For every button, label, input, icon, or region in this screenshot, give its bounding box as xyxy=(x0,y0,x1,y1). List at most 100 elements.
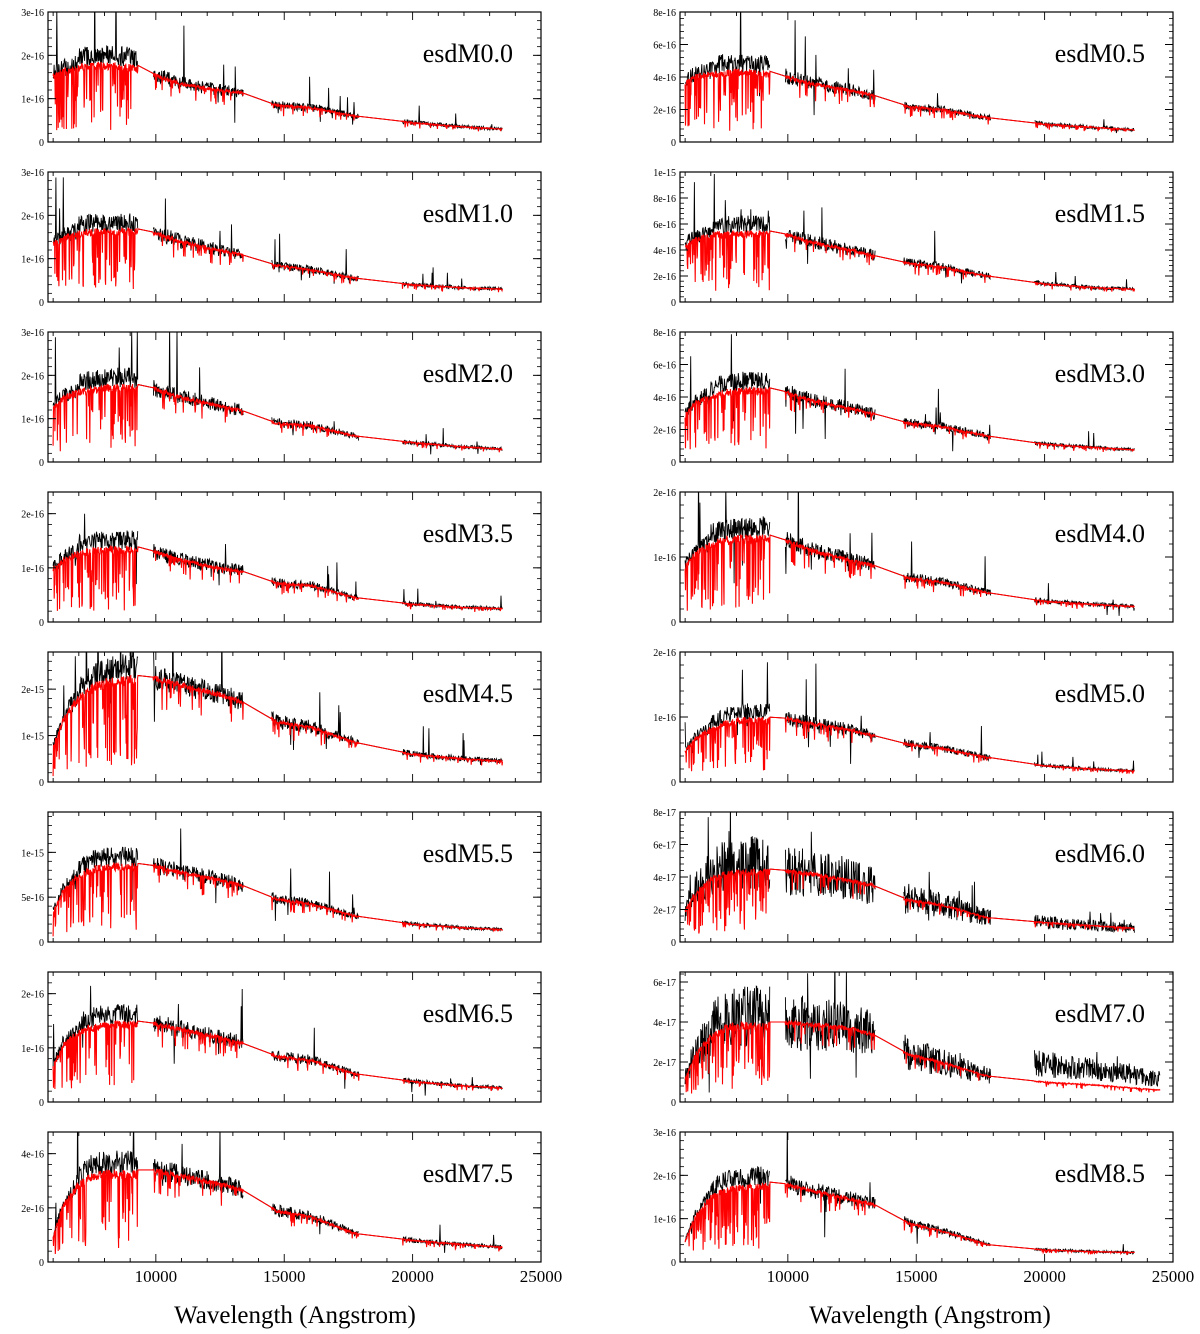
model-spectrum xyxy=(52,383,503,453)
y-tick-label: 0 xyxy=(671,938,676,949)
y-tick-label: 3e-16 xyxy=(653,1128,676,1139)
panel-label: esdM4.0 xyxy=(1055,519,1145,548)
model-spectrum xyxy=(52,674,504,777)
panel-esdM4.0: 0 1e-16 2e-16 esdM4.0 xyxy=(653,488,1174,629)
y-tick-label: 2e-16 xyxy=(653,648,676,659)
y-tick-label: 2e-16 xyxy=(21,990,44,1001)
y-tick-label: 2e-15 xyxy=(21,685,44,696)
panel-frame xyxy=(47,11,542,143)
x-tick-label: 15000 xyxy=(263,1267,306,1286)
y-tick-label: 0 xyxy=(671,138,676,149)
model-spectrum xyxy=(684,715,1135,775)
plot-area xyxy=(52,828,503,937)
model-spectrum xyxy=(52,861,503,937)
y-tick-label: 0 xyxy=(39,778,44,789)
panel-label: esdM3.0 xyxy=(1055,359,1145,388)
observed-spectrum xyxy=(52,332,503,455)
y-tick-label: 1e-16 xyxy=(653,713,676,724)
y-tick-label: 2e-16 xyxy=(653,106,676,117)
y-tick-label: 1e-15 xyxy=(21,732,44,743)
model-spectrum xyxy=(52,545,503,612)
model-spectrum xyxy=(52,61,503,132)
panel-label: esdM4.5 xyxy=(423,679,513,708)
panel-esdM5.5: 0 5e-16 1e-15 esdM5.5 xyxy=(21,811,542,949)
panel-esdM8.5: 0 1e-16 2e-16 3e-16 10000 15000 20000 25000 esdM… xyxy=(653,1128,1195,1286)
plot-area xyxy=(684,812,1135,934)
y-tick-label: 1e-16 xyxy=(653,553,676,564)
panel-label: esdM6.5 xyxy=(423,999,513,1028)
plot-area xyxy=(684,1132,1135,1256)
plot-area xyxy=(684,334,1135,453)
y-tick-label: 3e-16 xyxy=(21,328,44,339)
panel-esdM0.5: 0 2e-16 4e-16 6e-16 8e-16 esdM0.5 xyxy=(653,8,1174,149)
model-spectrum xyxy=(684,533,1135,611)
y-tick-label: 2e-16 xyxy=(21,510,44,521)
model-spectrum xyxy=(52,1019,503,1092)
plot-area xyxy=(52,12,503,132)
plot-area xyxy=(52,513,503,612)
plot-area xyxy=(52,652,504,777)
y-tick-label: 0 xyxy=(39,1098,44,1109)
panel-esdM4.5: 0 1e-15 2e-15 esdM4.5 xyxy=(21,651,542,789)
y-tick-label: 6e-17 xyxy=(653,978,676,989)
model-spectrum xyxy=(684,868,1135,934)
y-tick-label: 0 xyxy=(39,938,44,949)
y-tick-label: 4e-16 xyxy=(653,73,676,84)
panel-frame xyxy=(47,811,542,943)
y-tick-label: 1e-15 xyxy=(653,168,676,179)
y-tick-label: 0 xyxy=(671,1258,676,1269)
model-spectrum xyxy=(684,67,1135,133)
panel-label: esdM1.0 xyxy=(423,199,513,228)
y-tick-label: 4e-16 xyxy=(653,393,676,404)
y-tick-label: 0 xyxy=(671,1098,676,1109)
y-tick-label: 4e-16 xyxy=(21,1150,44,1161)
y-tick-label: 2e-16 xyxy=(21,211,44,222)
y-tick-label: 0 xyxy=(39,298,44,309)
model-spectrum xyxy=(684,229,1136,293)
y-tick-label: 1e-16 xyxy=(21,95,44,106)
panel-label: esdM7.5 xyxy=(423,1159,513,1188)
panel-frame xyxy=(679,971,1174,1103)
y-tick-label: 8e-17 xyxy=(653,808,676,819)
x-axis-label-left: Wavelength (Angstrom) xyxy=(174,1302,416,1329)
y-tick-label: 4e-16 xyxy=(653,246,676,257)
model-spectrum xyxy=(684,386,1135,453)
y-tick-label: 1e-16 xyxy=(21,415,44,426)
panel-esdM6.5: 0 1e-16 2e-16 esdM6.5 xyxy=(21,971,542,1109)
plot-area xyxy=(52,177,504,293)
plot-area xyxy=(684,662,1135,775)
panel-label: esdM3.5 xyxy=(423,519,513,548)
y-tick-label: 0 xyxy=(39,618,44,629)
y-tick-label: 0 xyxy=(39,138,44,149)
panel-esdM7.0: 0 2e-17 4e-17 6e-17 esdM7.0 xyxy=(653,971,1174,1109)
y-tick-label: 2e-17 xyxy=(653,906,676,917)
x-tick-label: 20000 xyxy=(391,1267,434,1286)
panel-label: esdM8.5 xyxy=(1055,1159,1145,1188)
y-tick-label: 6e-16 xyxy=(653,220,676,231)
y-tick-label: 0 xyxy=(671,458,676,469)
y-tick-label: 8e-16 xyxy=(653,8,676,19)
y-tick-label: 6e-16 xyxy=(653,41,676,52)
panel-esdM3.0: 0 2e-16 4e-16 6e-16 8e-16 esdM3.0 xyxy=(653,328,1174,469)
panel-label: esdM7.0 xyxy=(1055,999,1145,1028)
y-tick-label: 4e-17 xyxy=(653,1018,676,1029)
x-tick-label: 25000 xyxy=(520,1267,563,1286)
panel-label: esdM1.5 xyxy=(1055,199,1145,228)
panel-esdM1.0: 0 1e-16 2e-16 3e-16 esdM1.0 xyxy=(21,168,542,309)
panel-label: esdM0.0 xyxy=(423,39,513,68)
plot-area xyxy=(684,173,1136,293)
y-tick-label: 2e-16 xyxy=(653,1171,676,1182)
y-tick-label: 2e-16 xyxy=(21,371,44,382)
panel-frame xyxy=(679,1131,1174,1263)
panel-esdM6.0: 0 2e-17 4e-17 6e-17 8e-17 esdM6.0 xyxy=(653,808,1174,949)
panel-label: esdM2.0 xyxy=(423,359,513,388)
plot-area xyxy=(52,332,503,455)
y-tick-label: 0 xyxy=(39,1258,44,1269)
panel-frame xyxy=(679,171,1174,303)
x-tick-label: 25000 xyxy=(1152,1267,1195,1286)
y-tick-label: 1e-16 xyxy=(21,564,44,575)
y-tick-label: 2e-16 xyxy=(21,51,44,62)
observed-spectrum xyxy=(684,1132,1135,1256)
plot-area xyxy=(52,1132,503,1255)
y-tick-label: 2e-16 xyxy=(653,426,676,437)
